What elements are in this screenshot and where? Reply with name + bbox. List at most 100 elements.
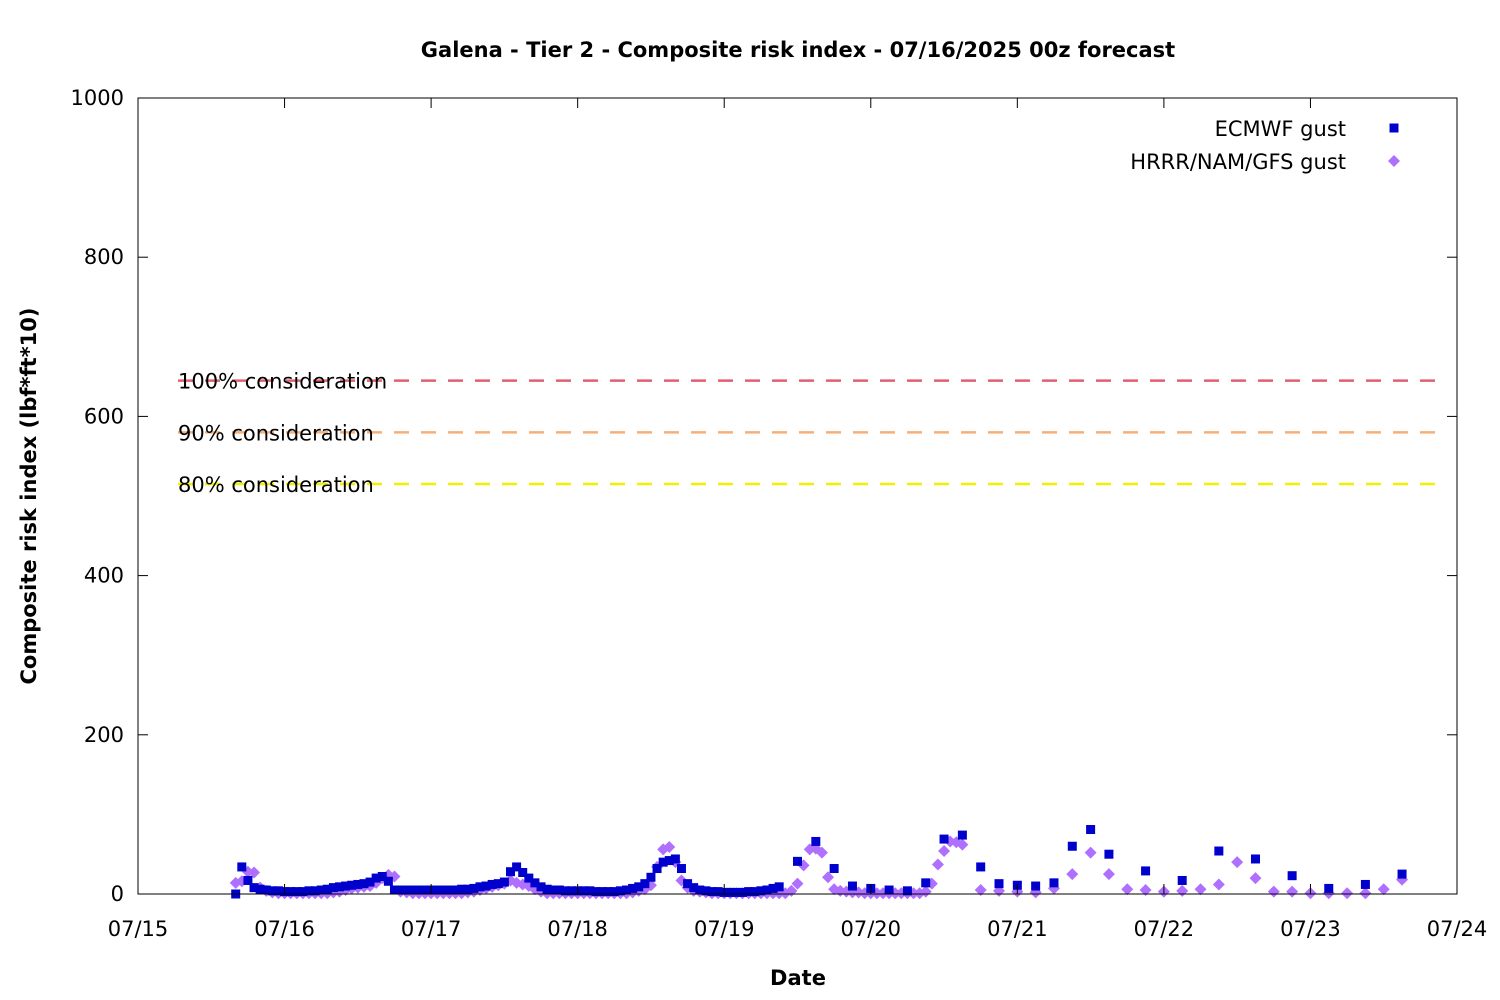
data-point — [322, 884, 332, 894]
data-point — [505, 867, 515, 877]
data-point — [919, 885, 932, 898]
data-point — [1341, 887, 1354, 900]
data-point — [286, 887, 296, 897]
data-point — [1287, 871, 1297, 881]
data-point — [524, 873, 534, 883]
data-point — [243, 875, 253, 885]
data-point — [957, 830, 967, 840]
legend: ECMWF gust HRRR/NAM/GFS gust — [1130, 117, 1400, 174]
data-point — [414, 885, 424, 895]
data-point — [1139, 884, 1152, 897]
data-point — [1267, 885, 1280, 898]
x-tick-label: 07/24 — [1427, 917, 1488, 941]
data-point — [420, 885, 430, 895]
plot-frame — [137, 97, 1458, 895]
data-point — [756, 886, 766, 896]
data-point — [695, 885, 705, 895]
reference-lines: 100% consideration 90% consideration 80% c… — [178, 370, 1440, 497]
data-point — [609, 887, 619, 897]
data-point — [499, 877, 509, 887]
data-point — [663, 841, 676, 854]
data-point — [1231, 856, 1244, 869]
y-tick-label: 200 — [84, 723, 124, 747]
data-point — [1194, 883, 1207, 896]
data-point — [328, 883, 338, 893]
data-point — [670, 854, 680, 864]
data-point — [518, 868, 528, 878]
y-tick-label: 800 — [84, 245, 124, 269]
data-point — [1031, 881, 1041, 891]
data-point — [402, 885, 412, 895]
data-point — [396, 885, 406, 895]
legend-marker — [1388, 155, 1400, 167]
data-point — [762, 885, 772, 895]
data-point — [316, 885, 326, 895]
data-point — [707, 887, 717, 897]
data-point — [273, 886, 283, 896]
data-point — [622, 885, 632, 895]
x-tick-label: 07/23 — [1280, 917, 1341, 941]
y-tick-label: 1000 — [71, 86, 124, 110]
x-axis-title: Date — [770, 966, 826, 990]
data-point — [304, 886, 314, 896]
data-point — [634, 882, 644, 892]
data-point — [646, 872, 656, 882]
data-point — [750, 887, 760, 897]
y-axis: 0 200 400 600 800 1000 — [71, 86, 1457, 906]
reference-line-label: 90% consideration — [178, 421, 374, 445]
data-point — [389, 885, 399, 895]
data-point — [377, 871, 387, 881]
data-point — [652, 864, 662, 874]
x-tick-label: 07/20 — [841, 917, 902, 941]
data-point — [683, 879, 693, 889]
data-point — [353, 879, 363, 889]
y-tick-label: 600 — [84, 404, 124, 428]
data-point — [451, 885, 461, 895]
data-point — [774, 882, 784, 892]
legend-marker — [1389, 123, 1399, 133]
data-point — [1102, 868, 1115, 881]
data-point — [365, 877, 375, 887]
legend-label: HRRR/NAM/GFS gust — [1130, 150, 1346, 174]
data-point — [585, 886, 595, 896]
series-ecmwf — [231, 825, 1407, 899]
x-tick-label: 07/16 — [254, 917, 315, 941]
data-point — [664, 856, 674, 866]
chart-title: Galena - Tier 2 - Composite risk index -… — [421, 38, 1175, 62]
data-point — [1176, 884, 1189, 897]
data-point — [744, 887, 754, 897]
data-point — [725, 887, 735, 897]
data-point — [603, 887, 613, 897]
data-point — [1214, 846, 1224, 856]
data-point — [267, 886, 277, 896]
data-point — [902, 886, 912, 896]
data-point — [713, 887, 723, 897]
data-point — [956, 838, 969, 851]
data-point — [567, 886, 577, 896]
data-point — [512, 862, 522, 872]
data-point — [237, 862, 247, 872]
y-tick-label: 400 — [84, 564, 124, 588]
x-tick-label: 07/17 — [401, 917, 462, 941]
data-point — [701, 886, 711, 896]
data-point — [738, 887, 748, 897]
x-tick-label: 07/21 — [987, 917, 1048, 941]
data-point — [640, 879, 650, 889]
data-point — [822, 871, 835, 884]
legend-label: ECMWF gust — [1215, 117, 1346, 141]
data-point — [530, 878, 540, 888]
data-point — [1141, 866, 1151, 876]
x-tick-label: 07/15 — [108, 917, 169, 941]
y-tick-label: 0 — [111, 882, 124, 906]
data-point — [310, 886, 320, 896]
data-point — [1086, 825, 1096, 835]
data-point — [335, 882, 345, 892]
data-point — [579, 886, 589, 896]
data-point — [791, 877, 804, 890]
data-point — [1084, 846, 1097, 859]
data-point — [768, 883, 778, 893]
data-point — [487, 879, 497, 889]
data-point — [249, 883, 259, 893]
data-point — [444, 885, 454, 895]
